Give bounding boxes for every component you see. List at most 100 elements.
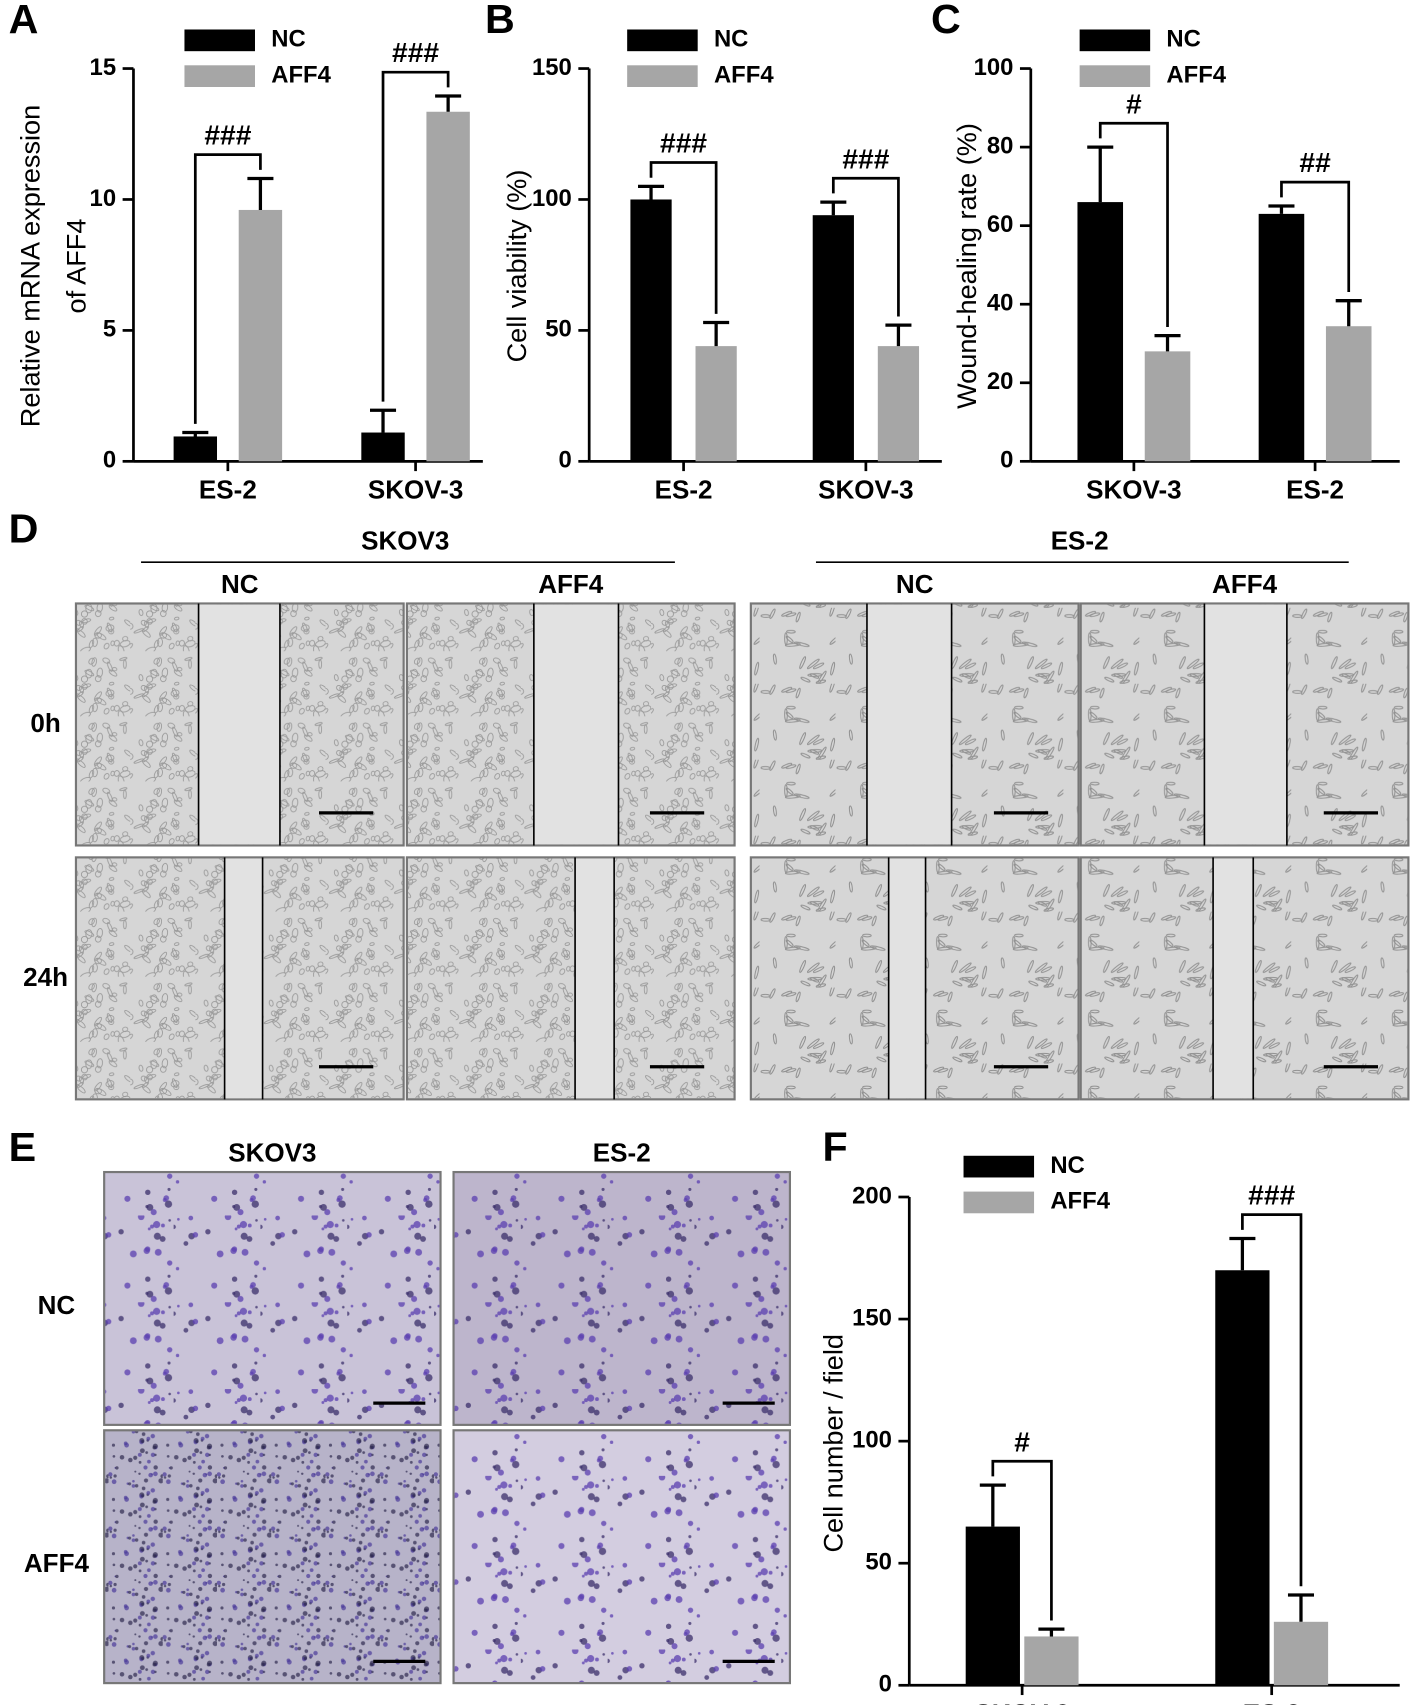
column-label: SKOV3: [228, 1138, 316, 1168]
bar: [877, 346, 920, 462]
bar: [1215, 1270, 1270, 1686]
y-axis-label: Relative mRNA expression: [15, 105, 46, 427]
legend-swatch: [963, 1191, 1035, 1214]
y-tick-label: 100: [852, 1426, 892, 1453]
row-label: AFF4: [24, 1548, 90, 1578]
group-label: ES-2: [1051, 526, 1109, 556]
significance-label: ###: [842, 142, 889, 174]
error-bar: [1229, 1236, 1256, 1271]
bar: [695, 346, 737, 462]
bar: [1325, 326, 1372, 462]
x-tick-label: SKOV-3: [818, 475, 913, 505]
x-tick-label: ES-2: [1286, 475, 1344, 505]
error-bar: [247, 176, 274, 210]
scratch-gap: [866, 604, 952, 845]
y-tick-label: 5: [103, 316, 116, 343]
significance-bracket: [381, 70, 450, 402]
scratch-gap: [888, 858, 926, 1099]
row-label: NC: [38, 1290, 76, 1320]
scratch-gap: [575, 858, 615, 1099]
panel-letter: A: [9, 0, 39, 42]
bar: [630, 199, 672, 462]
error-bar: [182, 430, 209, 437]
stain-texture: [105, 1431, 440, 1683]
error-bar: [1038, 1627, 1065, 1637]
significance-label: ##: [1299, 146, 1331, 178]
bar: [361, 432, 405, 462]
error-bar: [435, 94, 462, 112]
bar: [812, 215, 854, 462]
column-label: ES-2: [593, 1138, 651, 1168]
y-tick-label: 0: [1000, 447, 1013, 474]
error-bar: [1154, 334, 1181, 352]
y-tick-label: 50: [865, 1549, 892, 1576]
y-tick-label: 15: [90, 54, 117, 81]
bar: [173, 436, 218, 462]
stain-texture: [454, 1431, 789, 1683]
legend-swatch: [627, 29, 698, 52]
panel-letter: D: [9, 506, 39, 552]
significance-bracket: [831, 176, 900, 317]
y-axis-label: Cell number / field: [818, 1334, 849, 1552]
significance-label: ###: [204, 119, 251, 151]
legend-label: NC: [714, 26, 748, 53]
legend-label: AFF4: [271, 61, 331, 88]
error-bar: [979, 1483, 1006, 1527]
group-label: SKOV3: [361, 526, 449, 556]
error-bar: [1335, 299, 1362, 327]
significance-label: ###: [1248, 1179, 1295, 1211]
x-tick-label: ES-2: [199, 475, 257, 505]
significance-label: ###: [392, 36, 439, 68]
panel-letter: B: [485, 0, 515, 42]
bar: [1024, 1636, 1079, 1686]
condition-label: NC: [221, 569, 259, 599]
legend-label: AFF4: [1050, 1188, 1110, 1215]
y-tick-label: 20: [987, 368, 1014, 395]
x-tick-label: ES-2: [655, 475, 713, 505]
y-tick-label: 150: [852, 1304, 892, 1331]
y-tick-label: 10: [90, 185, 117, 212]
scratch-gap: [224, 858, 263, 1099]
panel-letter: C: [931, 0, 961, 42]
error-bar: [638, 184, 665, 200]
significance-bracket: [1241, 1213, 1303, 1587]
y-tick-label: 0: [559, 447, 572, 474]
y-tick-label: 100: [974, 54, 1014, 81]
scratch-gap: [1204, 604, 1287, 845]
y-tick-label: 50: [545, 316, 572, 343]
legend-label: NC: [1166, 26, 1200, 53]
y-tick-label: 0: [879, 1671, 892, 1698]
y-tick-label: 150: [532, 54, 572, 81]
x-tick-label: SKOV-3: [974, 1699, 1069, 1705]
significance-label: ###: [660, 127, 707, 159]
legend-swatch: [1079, 65, 1151, 87]
x-tick-label: ES-2: [1243, 1699, 1301, 1705]
y-tick-label: 60: [987, 211, 1014, 238]
legend-label: AFF4: [1166, 61, 1226, 88]
condition-label: AFF4: [1212, 569, 1278, 599]
error-bar: [370, 408, 397, 433]
condition-label: AFF4: [538, 569, 604, 599]
significance-label: #: [1126, 87, 1142, 119]
y-axis-label: of AFF4: [60, 219, 91, 314]
bar: [1258, 213, 1305, 462]
scratch-gap: [533, 604, 619, 845]
stain-texture: [454, 1173, 789, 1424]
error-bar: [1268, 204, 1295, 214]
stain-texture: [105, 1173, 440, 1424]
significance-bracket: [1098, 121, 1169, 327]
legend-label: AFF4: [714, 61, 774, 88]
bar: [426, 111, 470, 462]
time-label: 24h: [23, 962, 68, 992]
y-tick-label: 100: [532, 185, 572, 212]
scratch-gap: [1213, 858, 1254, 1099]
legend-swatch: [184, 29, 255, 52]
legend-swatch: [184, 65, 255, 87]
significance-bracket: [991, 1459, 1053, 1621]
panel-letter: E: [9, 1124, 36, 1170]
legend-label: NC: [1050, 1152, 1084, 1179]
time-label: 0h: [30, 708, 60, 738]
legend-label: NC: [271, 26, 305, 53]
